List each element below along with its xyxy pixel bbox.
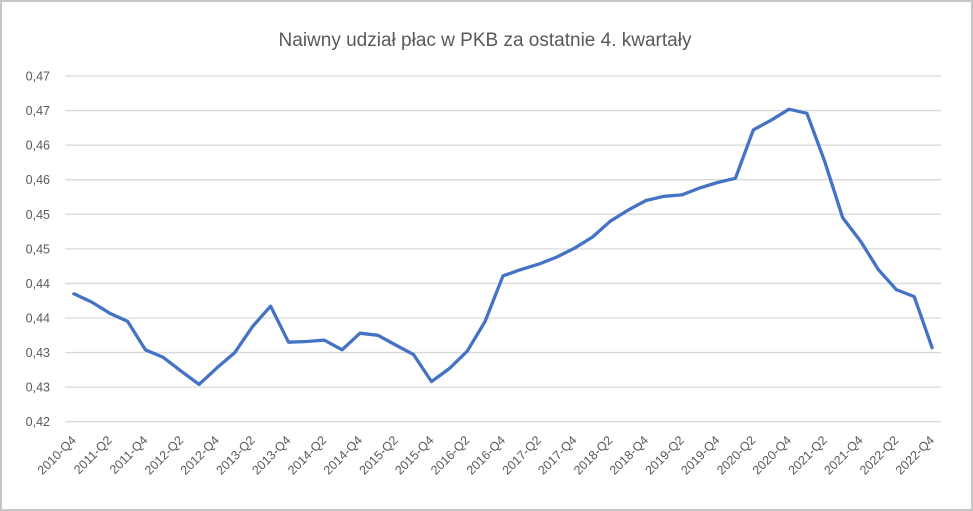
y-tick-label: 0,43 bbox=[26, 346, 50, 360]
gridlines-group bbox=[65, 75, 941, 423]
x-tick-label: 2010-Q4 bbox=[35, 433, 79, 477]
y-tick-label: 0,45 bbox=[26, 242, 50, 256]
y-tick-label: 0,47 bbox=[26, 104, 50, 118]
y-tick-label: 0,44 bbox=[26, 311, 50, 325]
x-tick-label: 2011-Q2 bbox=[71, 433, 115, 477]
series-line bbox=[72, 107, 934, 387]
y-tick-label: 0,45 bbox=[26, 208, 50, 222]
data-series-group bbox=[72, 107, 934, 387]
y-tick-label: 0,43 bbox=[26, 381, 50, 395]
y-tick-label: 0,42 bbox=[26, 415, 50, 429]
x-tick-label: 2022-Q4 bbox=[893, 433, 937, 477]
y-tick-label: 0,44 bbox=[26, 277, 50, 291]
y-tick-label: 0,46 bbox=[26, 173, 50, 187]
x-axis-labels-group: 2010-Q42011-Q22011-Q42012-Q22012-Q42013-… bbox=[35, 433, 937, 477]
y-axis-labels-group: 0,47 0,47 0,46 0,46 0,45 0,45 0,44 0,44 0,43 0,43… bbox=[26, 70, 50, 430]
chart-title: Naiwny udział płac w PKB za ostatnie 4. … bbox=[279, 30, 692, 51]
y-tick-label: 0,46 bbox=[26, 139, 50, 153]
y-tick-label: 0,47 bbox=[26, 70, 50, 84]
